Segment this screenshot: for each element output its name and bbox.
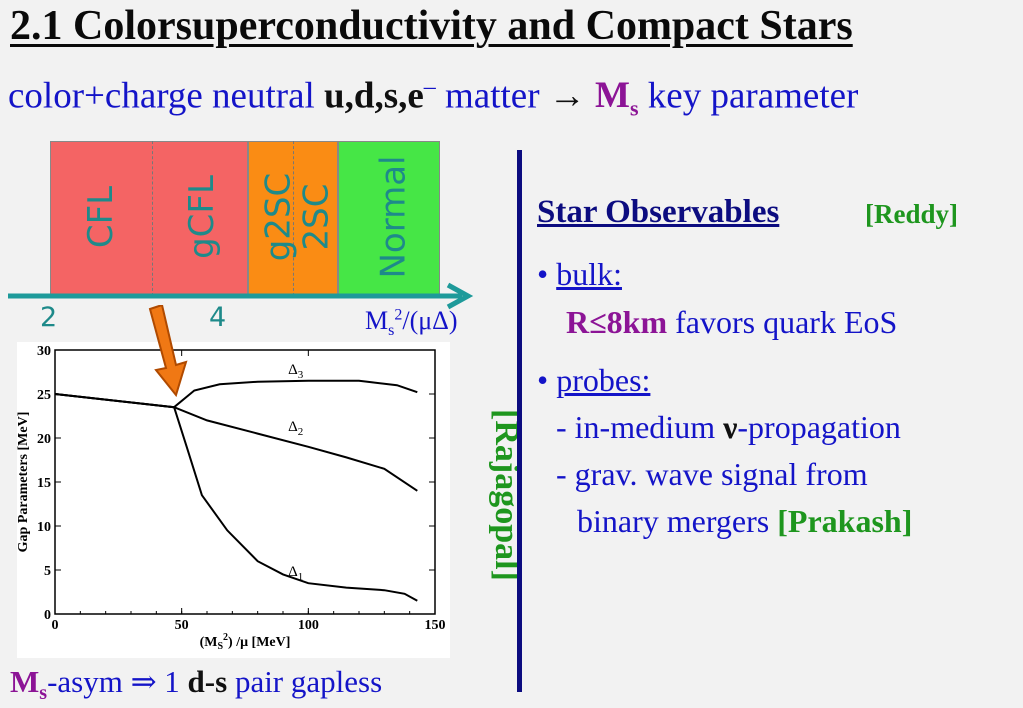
phase-tick-4: 4 <box>209 302 227 333</box>
subtitle-minus: ‒ <box>423 74 436 100</box>
subtitle-quarks: u,d,s,e <box>324 75 424 117</box>
gap-parameter-chart: 0 5 10 15 20 25 30 0 50 100 150 (MS2) /μ [MeV] Gap P… <box>16 342 450 658</box>
y-tick-label: 20 <box>37 432 51 447</box>
bullet-bulk: • bulk: <box>537 256 622 292</box>
phase-label-normal: Normal <box>373 155 414 279</box>
phase-label-2sc: 2SC <box>296 183 337 251</box>
citation-reddy: [Reddy] <box>865 199 958 229</box>
plot-frame <box>54 349 436 615</box>
star-observables-heading: Star Observables <box>537 194 780 230</box>
arrow-icon: → <box>548 75 586 117</box>
divider-dashed <box>293 141 294 296</box>
subtitle-text-1: color+charge neutral <box>8 75 325 117</box>
phase-region-cfl <box>50 141 248 296</box>
probe-neutrino: - in-medium ν-propagation <box>556 409 901 445</box>
x-axis-label: (MS2) /μ [MeV] <box>200 632 291 652</box>
series-line-delta-3 <box>54 379 418 409</box>
phase-label-g2sc: g2SC <box>258 172 299 262</box>
series-line-delta-2 <box>54 393 418 492</box>
phase-axis-label: Ms2/(μΔ) <box>365 306 458 340</box>
y-axis-label: Gap Parameters [MeV] <box>17 412 31 553</box>
phase-diagram: CFL gCFL g2SC 2SC Normal <box>50 141 440 296</box>
x-tick-label: 0 <box>52 618 59 633</box>
subtitle-ms: Ms <box>595 75 639 121</box>
series-line-delta-1 <box>54 393 418 602</box>
subtitle-text-3: key parameter <box>638 75 859 117</box>
series-label-delta-2: Δ2 <box>288 419 303 438</box>
bulk-detail: R≤8km favors quark EoS <box>566 304 898 340</box>
bullet-probes: • probes: <box>537 362 651 398</box>
probe-grav-wave: - grav. wave signal from <box>556 456 868 492</box>
phase-tick-2: 2 <box>40 302 58 333</box>
y-tick-label: 30 <box>37 344 51 359</box>
y-tick-label: 25 <box>37 388 51 403</box>
phase-label-cfl: CFL <box>81 185 122 249</box>
vertical-divider <box>517 150 522 692</box>
x-tick-label: 150 <box>425 618 446 633</box>
orange-arrow-icon <box>148 305 188 397</box>
probe-binary-mergers: binary mergers [Prakash] <box>577 503 913 539</box>
page-title: 2.1 Colorsuperconductivity and Compact S… <box>10 3 853 49</box>
chart-svg: 0 5 10 15 20 25 30 0 50 100 150 (MS2) /μ [MeV] Gap P… <box>16 344 446 652</box>
subtitle: color+charge neutral u,d,s,e‒ matter → M… <box>8 74 858 122</box>
subtitle-text-2: matter <box>435 75 549 117</box>
phase-axis-arrow <box>8 282 474 310</box>
bottom-note: Ms-asym ⇒ 1 d-s pair gapless <box>10 664 383 705</box>
series-label-delta-3: Δ3 <box>288 362 304 381</box>
y-tick-label: 5 <box>44 564 51 579</box>
y-tick-label: 0 <box>44 608 51 623</box>
series-label-delta-1: Δ1 <box>288 564 303 583</box>
y-tick-label: 10 <box>37 520 51 535</box>
x-tick-label: 100 <box>298 618 319 633</box>
y-tick-label: 15 <box>37 476 51 491</box>
divider-dashed <box>152 141 153 296</box>
phase-label-gcfl: gCFL <box>181 175 222 259</box>
x-tick-label: 50 <box>175 618 189 633</box>
